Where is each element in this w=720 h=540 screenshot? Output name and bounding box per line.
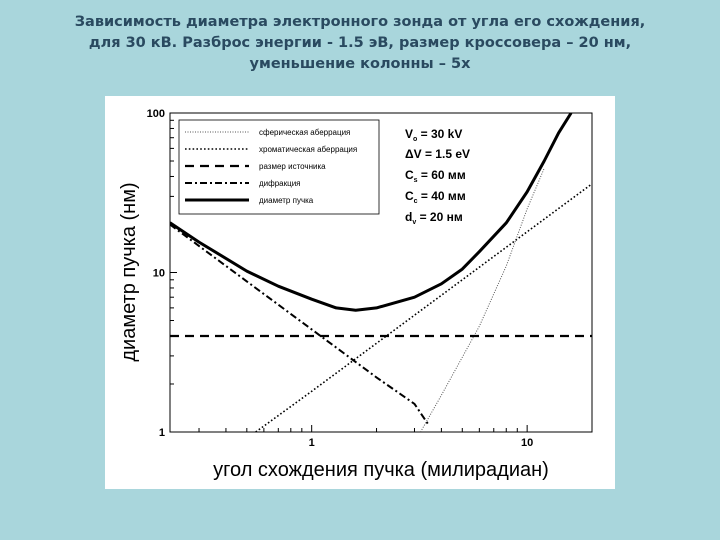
slide-title: Зависимость диаметра электронного зонда … xyxy=(40,12,680,75)
series-line xyxy=(420,168,545,432)
y-tick-label: 100 xyxy=(147,108,165,120)
y-axis-label: диаметр пучка (нм) xyxy=(118,182,140,361)
series-line xyxy=(170,113,573,312)
legend-box xyxy=(178,119,380,215)
legend-label: дифракция xyxy=(259,179,301,188)
series-line xyxy=(170,223,430,426)
param-cs: Cs = 60 мм xyxy=(405,168,466,184)
title-line-1: Зависимость диаметра электронного зонда … xyxy=(74,14,646,30)
legend-label: хроматическая аберрация xyxy=(259,145,357,154)
legend-label: сферическая аберрация xyxy=(259,128,350,137)
param-crossover: dv = 20 нм xyxy=(405,210,463,226)
param-energy-spread: ΔV = 1.5 eV xyxy=(405,147,470,161)
param-vo: Vo = 30 kV xyxy=(405,127,462,143)
beam-diameter-chart: 1 10 1 10 100 сферическая аберрация хроматиче… xyxy=(118,108,593,481)
chart-panel: 1 10 1 10 100 сферическая аберрация хроматиче… xyxy=(105,96,615,489)
y-tick-label: 1 xyxy=(159,427,165,439)
title-line-2: для 30 кВ. Разброс энергии - 1.5 эВ, раз… xyxy=(88,35,632,51)
x-axis-label: угол схождения пучка (милирадиан) xyxy=(213,459,549,481)
title-line-3: уменьшение колонны – 5х xyxy=(249,56,471,72)
legend-label: размер источника xyxy=(259,162,326,171)
y-tick-label: 10 xyxy=(153,268,165,280)
legend-label: диаметр пучка xyxy=(259,196,314,205)
series-line xyxy=(255,183,592,432)
x-tick-label: 1 xyxy=(309,437,315,449)
legend: сферическая аберрация хроматическая аберр… xyxy=(178,119,380,215)
x-tick-label: 10 xyxy=(521,437,533,449)
parameters-block: Vo = 30 kV ΔV = 1.5 eV Cs = 60 мм Cc = 4… xyxy=(405,127,470,226)
param-cc: Cc = 40 мм xyxy=(405,189,466,205)
